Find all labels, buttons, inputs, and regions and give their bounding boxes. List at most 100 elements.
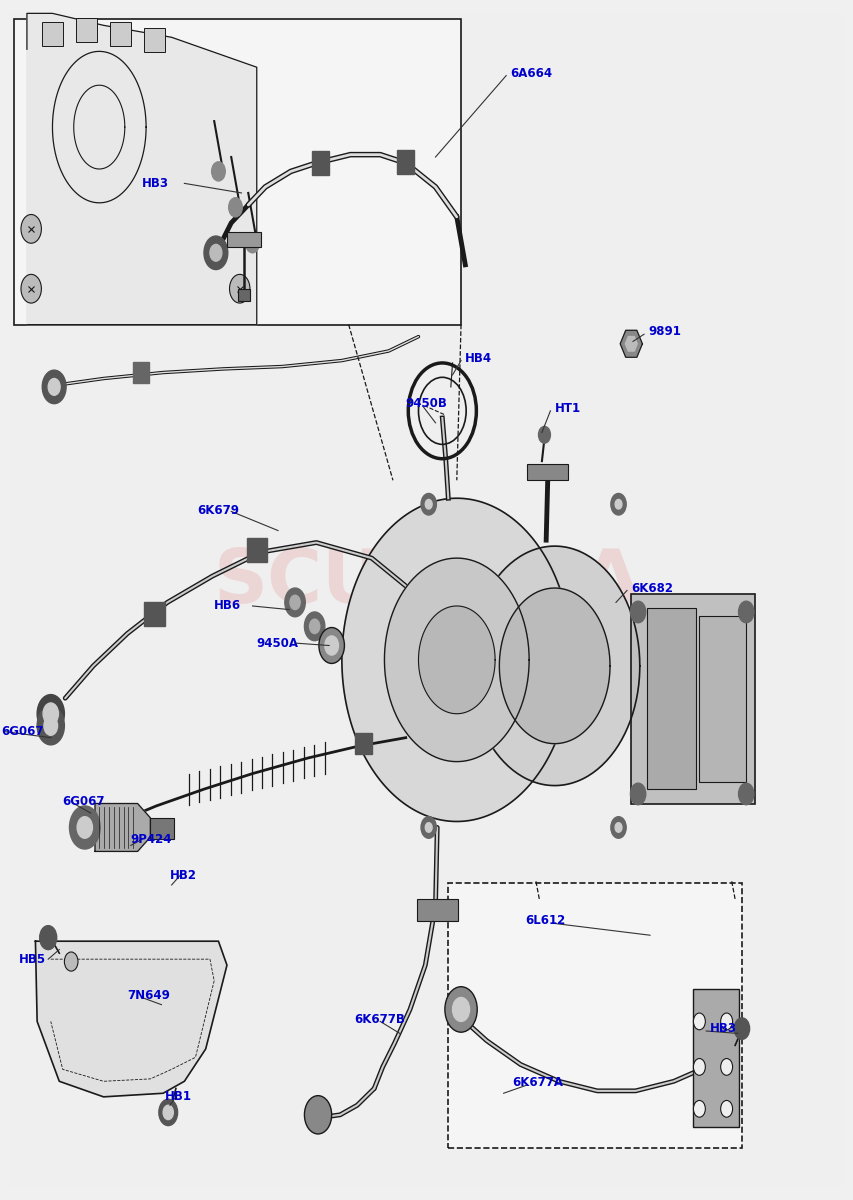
Circle shape [69, 806, 100, 850]
Text: 9450A: 9450A [257, 636, 299, 649]
Circle shape [304, 612, 324, 641]
Circle shape [720, 1013, 732, 1030]
Circle shape [538, 426, 550, 443]
Text: HB1: HB1 [165, 1091, 192, 1103]
Circle shape [425, 823, 432, 833]
Circle shape [318, 628, 344, 664]
Circle shape [630, 784, 645, 805]
Bar [247, 538, 267, 562]
Text: HB6: HB6 [214, 600, 241, 612]
Bar [527, 463, 567, 480]
Circle shape [212, 162, 225, 181]
Text: SCUDERIA: SCUDERIA [213, 546, 640, 618]
Polygon shape [35, 941, 227, 1097]
Circle shape [229, 275, 250, 304]
Bar [568, 548, 580, 565]
Circle shape [37, 695, 64, 733]
Circle shape [21, 275, 41, 304]
Circle shape [42, 370, 66, 403]
Bar [533, 565, 545, 582]
Polygon shape [27, 13, 257, 325]
Bar [397, 150, 414, 174]
Polygon shape [469, 546, 639, 786]
Circle shape [720, 1058, 732, 1075]
Text: HT1: HT1 [554, 402, 580, 415]
Circle shape [324, 636, 338, 655]
Bar [311, 151, 328, 175]
Text: 6K682: 6K682 [630, 582, 672, 594]
Text: car  parts: car parts [350, 638, 503, 670]
Bar [580, 565, 592, 582]
Circle shape [285, 588, 305, 617]
Text: 6K679: 6K679 [197, 504, 239, 517]
Text: 6L612: 6L612 [525, 914, 565, 928]
Bar [699, 616, 746, 782]
Bar [150, 818, 174, 840]
Polygon shape [384, 558, 529, 762]
Text: HB3: HB3 [709, 1022, 736, 1036]
Circle shape [452, 997, 469, 1021]
Bar [465, 576, 562, 756]
Polygon shape [624, 336, 636, 352]
Bar [227, 233, 261, 247]
Circle shape [246, 234, 259, 253]
Circle shape [425, 499, 432, 509]
Text: 6G067: 6G067 [62, 794, 105, 808]
Circle shape [693, 1100, 705, 1117]
Bar [646, 608, 695, 790]
Polygon shape [499, 588, 609, 744]
Circle shape [444, 986, 477, 1032]
Circle shape [738, 784, 753, 805]
Circle shape [421, 493, 436, 515]
Circle shape [693, 1013, 705, 1030]
Bar [238, 289, 250, 301]
Circle shape [163, 1105, 173, 1120]
Text: 9891: 9891 [647, 325, 681, 338]
Circle shape [610, 817, 625, 839]
Text: HB2: HB2 [170, 869, 197, 882]
Bar [580, 548, 592, 565]
Bar [692, 989, 739, 1127]
Circle shape [290, 595, 299, 610]
Circle shape [64, 952, 78, 971]
Circle shape [738, 601, 753, 623]
Circle shape [204, 236, 228, 270]
Circle shape [614, 499, 621, 509]
Circle shape [77, 817, 92, 839]
Bar [568, 565, 580, 582]
Bar [545, 565, 557, 582]
Circle shape [734, 1018, 749, 1039]
Bar [42, 22, 62, 46]
Bar [557, 548, 568, 565]
Circle shape [48, 378, 60, 395]
Circle shape [304, 1096, 331, 1134]
Circle shape [229, 198, 242, 217]
Text: 9450B: 9450B [405, 397, 447, 410]
Circle shape [210, 245, 222, 262]
Text: 6A664: 6A664 [510, 67, 552, 79]
Text: HB5: HB5 [19, 953, 45, 966]
Circle shape [421, 817, 436, 839]
Bar [354, 733, 371, 755]
Bar [76, 18, 96, 42]
Polygon shape [418, 606, 495, 714]
Circle shape [159, 1099, 177, 1126]
Bar [144, 602, 165, 626]
Bar [545, 548, 557, 565]
Circle shape [21, 215, 41, 244]
Circle shape [614, 823, 621, 833]
Bar [448, 882, 741, 1148]
Circle shape [630, 601, 645, 623]
Bar [144, 28, 165, 52]
Text: HB4: HB4 [465, 352, 492, 365]
Text: 7N649: 7N649 [127, 989, 170, 1002]
Bar [533, 548, 545, 565]
Bar [110, 22, 131, 46]
Text: 6K677B: 6K677B [354, 1013, 405, 1026]
Bar [416, 899, 457, 920]
Circle shape [37, 707, 64, 745]
Polygon shape [95, 804, 150, 852]
Circle shape [693, 1058, 705, 1075]
Polygon shape [341, 498, 571, 822]
Polygon shape [619, 330, 641, 358]
